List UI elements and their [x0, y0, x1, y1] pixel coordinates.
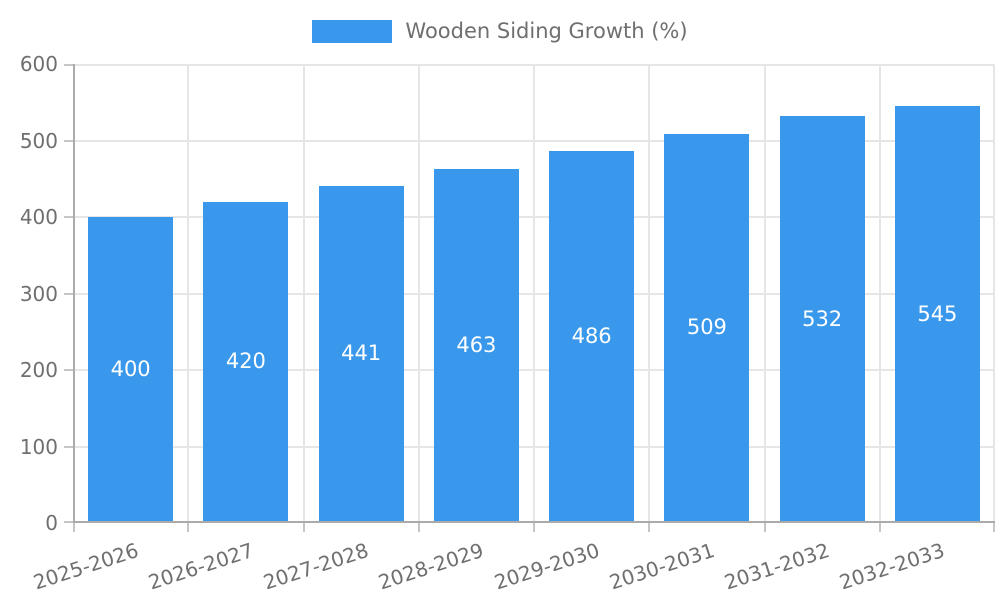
x-axis-line — [73, 521, 995, 523]
x-tick-mark — [763, 523, 766, 532]
bar-value-label: 441 — [341, 341, 382, 366]
x-tick-mark — [648, 523, 651, 532]
x-gridline — [993, 64, 995, 523]
bar-value-label: 486 — [571, 324, 612, 349]
y-axis-label: 0 — [45, 511, 58, 535]
x-gridline — [302, 64, 305, 523]
bar-value-label: 532 — [802, 306, 843, 331]
bar-value-label: 545 — [917, 301, 958, 326]
bar[interactable]: 545 — [894, 106, 980, 523]
x-tick-mark — [73, 523, 75, 532]
bar-value-label: 463 — [456, 332, 497, 357]
bar-value-label: 400 — [110, 357, 151, 381]
x-gridline — [878, 64, 881, 523]
y-axis-label: 500 — [19, 128, 58, 153]
bar[interactable]: 463 — [433, 168, 519, 523]
x-tick-mark — [417, 523, 420, 532]
bar[interactable]: 509 — [664, 133, 750, 523]
y-tick-mark — [64, 369, 73, 371]
bar-value-label: 509 — [686, 315, 727, 340]
bar[interactable]: 420 — [203, 201, 289, 523]
bar[interactable]: 441 — [318, 185, 404, 523]
legend-swatch — [312, 19, 393, 43]
x-tick-mark — [533, 523, 535, 532]
x-gridline — [648, 64, 651, 523]
x-gridline — [417, 64, 420, 523]
y-axis-label: 300 — [19, 281, 58, 306]
y-axis-label: 100 — [19, 434, 58, 459]
bar-chart: Wooden Siding Growth (%) 400 420 441 463 486… — [0, 16, 1000, 595]
y-axis-line — [73, 64, 75, 523]
y-tick-mark — [64, 292, 73, 295]
legend-label: Wooden Siding Growth (%) — [405, 19, 688, 43]
y-axis-label: 200 — [19, 358, 58, 382]
y-axis-label: 600 — [19, 52, 58, 76]
x-gridline — [533, 64, 535, 523]
chart-legend[interactable]: Wooden Siding Growth (%) — [0, 16, 1000, 46]
x-gridline — [187, 64, 190, 523]
y-tick-mark — [64, 521, 73, 523]
x-tick-mark — [302, 523, 305, 532]
y-tick-mark — [64, 139, 73, 142]
y-axis-label: 400 — [19, 205, 58, 229]
x-tick-mark — [993, 523, 995, 532]
y-tick-mark — [64, 445, 73, 448]
y-tick-mark — [64, 216, 73, 218]
y-tick-mark — [64, 64, 73, 66]
bar-value-label: 420 — [225, 349, 266, 374]
bar[interactable]: 400 — [88, 217, 174, 523]
plot-area: 400 420 441 463 486 509 532 545 — [64, 64, 995, 532]
x-gridline — [763, 64, 766, 523]
bar[interactable]: 532 — [779, 116, 865, 523]
bar[interactable]: 486 — [549, 151, 635, 523]
x-tick-mark — [878, 523, 881, 532]
x-tick-mark — [187, 523, 190, 532]
